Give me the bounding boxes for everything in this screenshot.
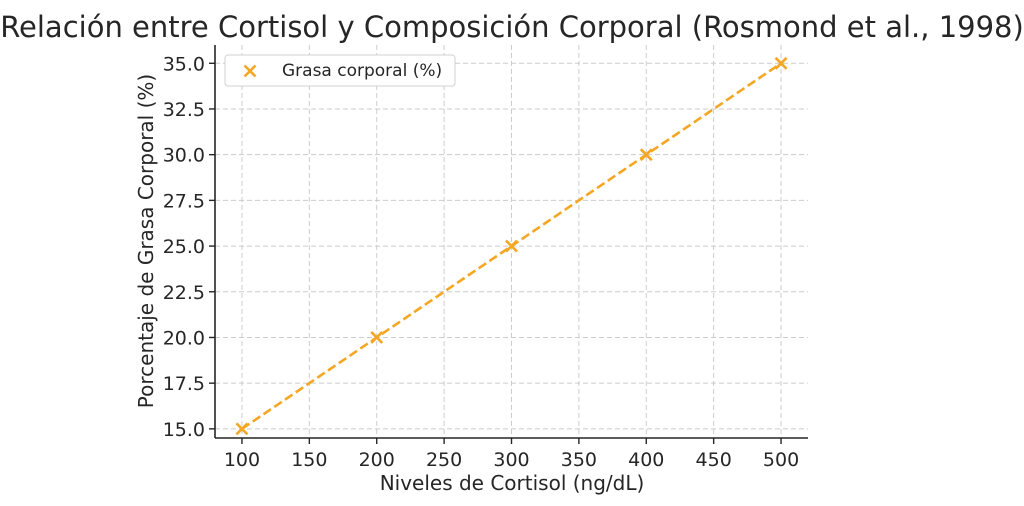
- legend-label: Grasa corporal (%): [282, 61, 442, 81]
- y-tick-label: 17.5: [163, 373, 205, 395]
- x-tick-label: 300: [493, 449, 529, 471]
- legend-marker-icon: [243, 64, 257, 78]
- legend: Grasa corporal (%): [224, 54, 456, 87]
- legend-marker: [243, 64, 257, 78]
- y-axis-label: Porcentaje de Grasa Corporal (%): [134, 74, 158, 408]
- data-point: [505, 239, 518, 253]
- x-tick-label: 150: [291, 449, 327, 471]
- chart-title: Relación entre Cortisol y Composición Co…: [0, 10, 1024, 44]
- y-tick-label: 20.0: [163, 327, 205, 349]
- y-tick-label: 27.5: [163, 190, 205, 212]
- y-tick-label: 22.5: [163, 282, 205, 304]
- legend-box: [224, 54, 456, 87]
- data-point: [774, 56, 788, 70]
- x-tick-label: 450: [696, 449, 732, 471]
- x-axis-ticks: 100 150 200 250 300 350 400 450 500: [224, 438, 799, 471]
- y-axis-ticks: 15.0 17.5 20.0 22.5 25.0 27.5 30.0 32.5 35.0: [163, 53, 215, 441]
- grid-lines: [215, 45, 808, 438]
- x-tick-label: 350: [561, 449, 597, 471]
- y-tick-label: 32.5: [163, 99, 205, 121]
- data-point: [639, 148, 653, 162]
- x-tick-label: 200: [359, 449, 395, 471]
- x-tick-label: 250: [426, 449, 462, 471]
- y-tick-label: 15.0: [163, 419, 205, 441]
- y-tick-label: 25.0: [163, 236, 205, 258]
- y-tick-label: 35.0: [163, 53, 205, 75]
- x-tick-label: 100: [224, 449, 260, 471]
- data-point: [235, 422, 249, 436]
- y-tick-label: 30.0: [163, 145, 205, 167]
- series-layer: [235, 56, 788, 436]
- x-tick-label: 500: [763, 449, 799, 471]
- x-axis-label: Niveles de Cortisol (ng/dL): [380, 471, 645, 495]
- x-tick-label: 400: [628, 449, 664, 471]
- data-point: [370, 331, 384, 344]
